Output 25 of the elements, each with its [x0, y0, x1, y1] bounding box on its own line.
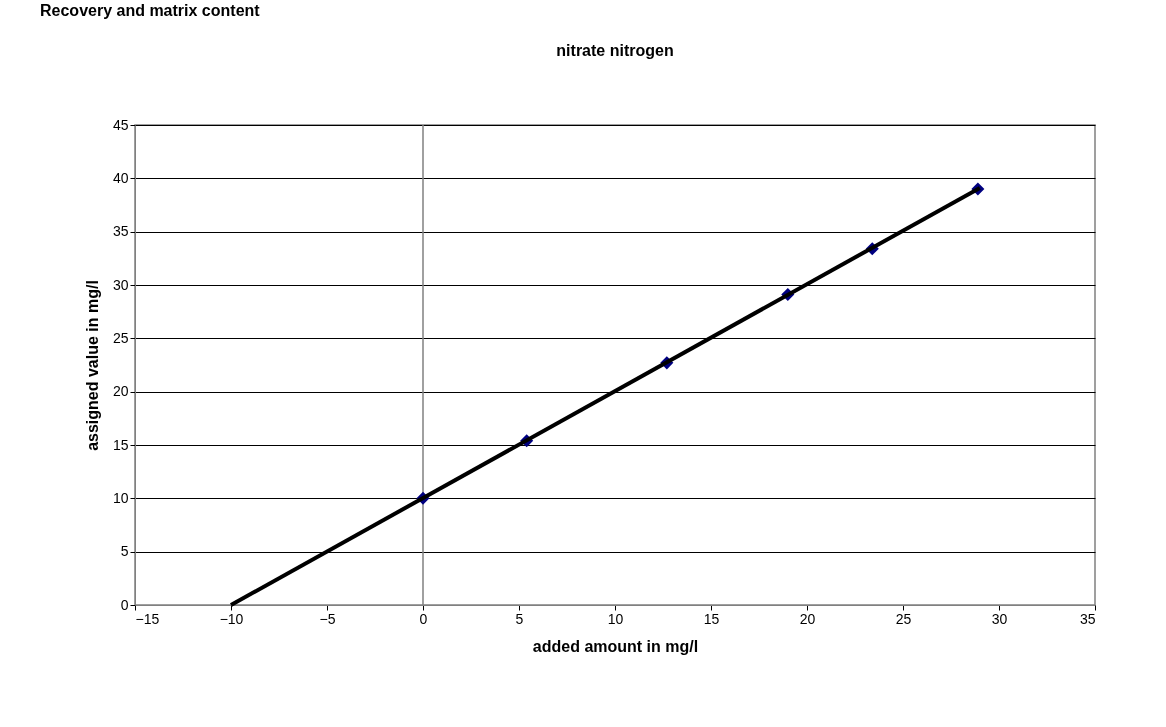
- x-tick-label: 15: [703, 610, 720, 627]
- y-tick-label: 35: [112, 223, 129, 240]
- x-tick-label: 35: [1079, 610, 1096, 627]
- x-tick-label: −15: [135, 610, 160, 627]
- x-tick-label: 5: [515, 610, 524, 627]
- chart-title: nitrate nitrogen: [556, 42, 674, 59]
- x-tick-label: 0: [419, 610, 428, 627]
- x-tick-label: 30: [991, 610, 1008, 627]
- x-tick-label: 25: [895, 610, 912, 627]
- y-tick-label: 0: [120, 596, 129, 613]
- y-tick-label: 5: [120, 543, 129, 560]
- x-axis-title: added amount in mg/l: [532, 637, 699, 655]
- y-tick-label: 30: [112, 276, 129, 293]
- y-tick-label: 25: [112, 329, 129, 346]
- text: Recovery and matrix content: [40, 2, 261, 19]
- y-tick-label: 40: [112, 169, 129, 186]
- x-tick-label: −5: [319, 610, 336, 627]
- x-tick-label: −10: [219, 610, 244, 627]
- y-tick-label: 15: [112, 436, 129, 453]
- x-tick-label: 20: [799, 610, 816, 627]
- x-tick-label: 10: [607, 610, 624, 627]
- y-tick-label: 45: [112, 116, 129, 133]
- y-tick-label: 10: [112, 489, 129, 506]
- y-tick-label: 20: [112, 383, 129, 400]
- y-axis-title: assigned value in mg/l: [83, 280, 101, 451]
